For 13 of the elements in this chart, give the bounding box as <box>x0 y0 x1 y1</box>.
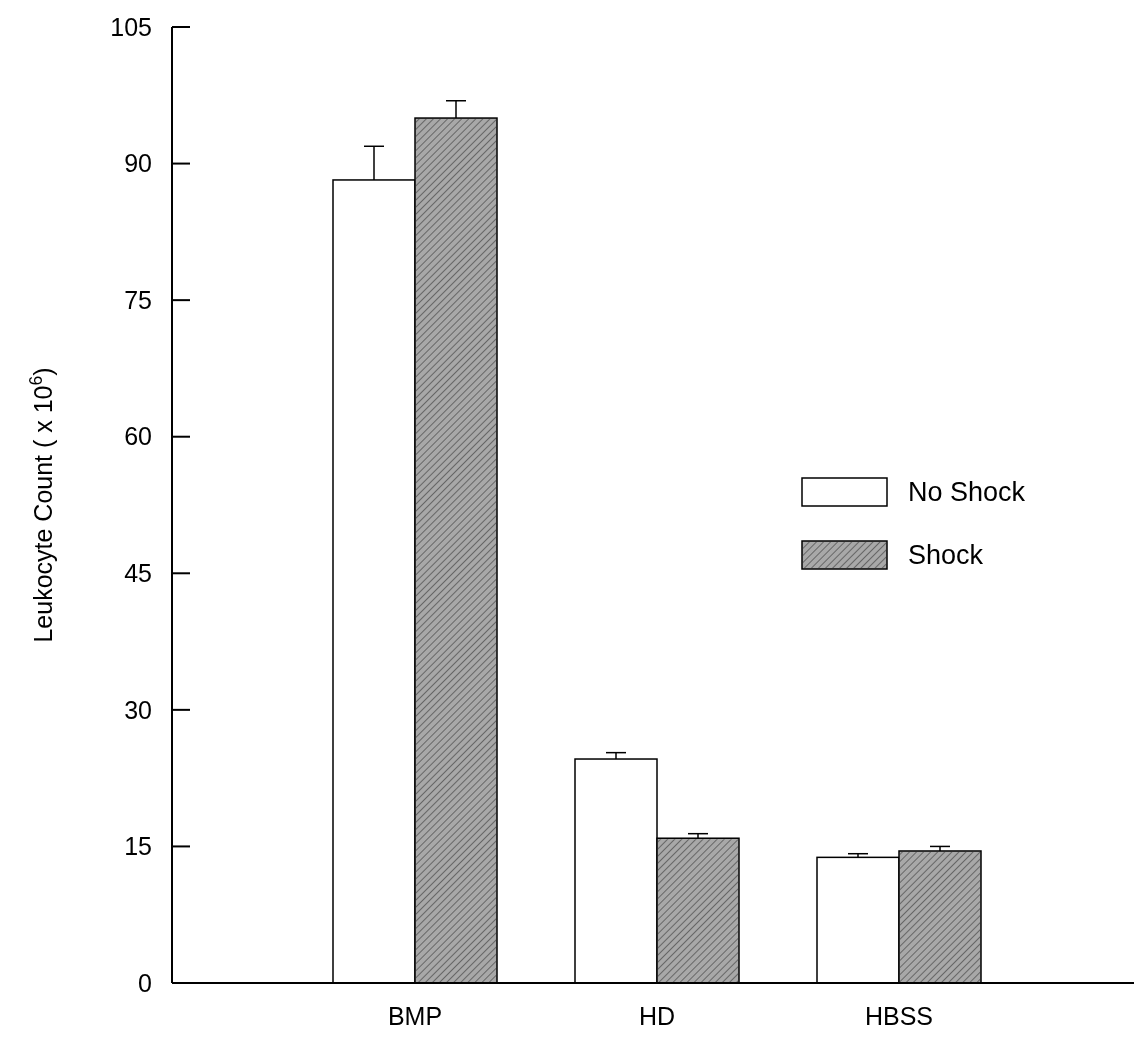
x-tick-label: BMP <box>387 1002 443 1030</box>
y-tick-label: 15 <box>124 832 152 861</box>
y-tick-label: 30 <box>124 695 152 724</box>
legend-label: Shock <box>908 540 984 571</box>
legend-label: No Shock <box>908 477 1026 508</box>
y-tick-label: 45 <box>124 559 152 588</box>
x-tick-label: HD <box>638 1002 676 1030</box>
y-tick-label: 75 <box>124 285 152 314</box>
y-tick-label: 0 <box>138 968 152 997</box>
y-tick-label: 105 <box>110 12 152 41</box>
x-tick-label: HBSS <box>864 1002 934 1030</box>
y-tick-label: 60 <box>124 422 152 451</box>
y-tick-label: 90 <box>124 149 152 178</box>
